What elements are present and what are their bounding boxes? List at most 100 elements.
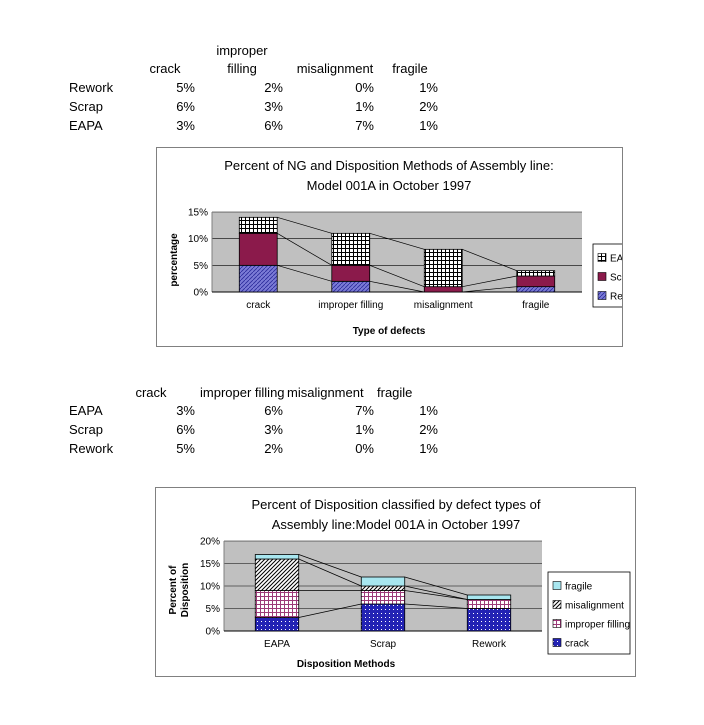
bar-segment-misalignment-scrap: [360, 585, 406, 591]
series-line-misalignment: [404, 585, 468, 600]
table2-row-label: EAPA: [69, 403, 103, 418]
table1-cell: 3%: [264, 99, 283, 114]
table1-row-label: Rework: [69, 80, 114, 95]
chart2-title-line1: Percent of Disposition classified by def…: [251, 497, 540, 512]
table2-cell: 1%: [355, 422, 374, 437]
y-tick-label: 5%: [206, 604, 221, 615]
table2-cell: 3%: [176, 403, 195, 418]
series-line-rework: [369, 280, 425, 293]
table2-cell: 1%: [419, 441, 438, 456]
table2-cell: 1%: [419, 403, 438, 418]
chart2-y-axis-label-line1: Percent of: [168, 565, 179, 615]
bar-segment-improper-filling-rework: [466, 599, 512, 609]
table2-header-fragile: fragile: [377, 385, 413, 400]
chart1-title-line2: Model 001A in October 1997: [307, 178, 472, 193]
table2-header-improper-filling: improper filling: [200, 385, 285, 400]
table1-header-improper-line2: filling: [227, 61, 257, 76]
series-line-eapa: [277, 216, 332, 234]
series-line-eapa: [462, 249, 517, 271]
table1-cell: 2%: [419, 99, 438, 114]
legend-swatch-improper-filling: [552, 619, 562, 628]
legend-swatch-rework: [597, 291, 607, 300]
x-tick-label-fragile: fragile: [522, 300, 550, 311]
table1-cell: 1%: [355, 99, 374, 114]
bar-segment-crack-scrap: [360, 603, 406, 632]
table1-header-crack: crack: [149, 61, 181, 76]
table1-cell: 1%: [419, 118, 438, 133]
bar-segment-eapa-crack: [238, 216, 278, 234]
series-line-crack: [298, 603, 362, 618]
series-line-improper-filling: [404, 590, 468, 600]
table2-cell: 0%: [355, 441, 374, 456]
chart2-y-axis-label-line2: Disposition: [180, 563, 191, 617]
bar-segment-scrap-improper-filling: [331, 264, 371, 282]
table1-cell: 5%: [176, 80, 195, 95]
series-line-scrap: [369, 265, 425, 287]
y-tick-label: 10%: [188, 234, 208, 245]
legend-label-scrap: Scrap: [610, 273, 622, 284]
bar-segment-rework-improper-filling: [331, 280, 371, 293]
bar-segment-misalignment-eapa: [254, 558, 300, 591]
legend-label-eapa: EAPA: [610, 254, 622, 265]
legend-swatch-misalignment: [552, 600, 562, 609]
legend-label-misalignment: misalignment: [565, 601, 624, 612]
series-line-eapa: [369, 232, 425, 250]
chart2-x-axis-label: Disposition Methods: [297, 659, 396, 670]
bar-segment-improper-filling-eapa: [254, 590, 300, 618]
legend-swatch-crack: [552, 638, 562, 647]
series-line-fragile: [404, 576, 468, 596]
y-tick-label: 10%: [200, 582, 220, 593]
series-line-scrap: [462, 275, 517, 288]
y-tick-label: 20%: [200, 537, 220, 548]
bar-segment-fragile-rework: [466, 594, 512, 600]
x-tick-label-rework: Rework: [472, 639, 507, 650]
chart1-svg: Percent of NG and Disposition Methods of…: [169, 158, 645, 337]
chart2-frame: Percent of Disposition classified by def…: [155, 487, 636, 677]
table1-row-label: EAPA: [69, 118, 103, 133]
bar-segment-eapa-misalignment: [423, 248, 463, 288]
table2-cell: 6%: [176, 422, 195, 437]
table2-cell: 3%: [264, 422, 283, 437]
x-tick-label-crack: crack: [246, 300, 271, 311]
table1-header-misalignment: misalignment: [296, 61, 374, 76]
y-tick-label: 5%: [194, 261, 209, 272]
legend-label-rework: Rework: [610, 292, 622, 303]
legend-label-improper-filling: improper filling: [565, 620, 630, 631]
table1-row-label: Scrap: [69, 99, 103, 114]
chart1-title-line1: Percent of NG and Disposition Methods of…: [224, 158, 554, 173]
bar-segment-eapa-fragile: [516, 270, 556, 277]
table1-cell: 6%: [176, 99, 195, 114]
table1-cell: 7%: [355, 118, 374, 133]
table2-cell: 2%: [264, 441, 283, 456]
x-tick-label-eapa: EAPA: [264, 639, 290, 650]
legend-swatch-scrap: [597, 272, 607, 281]
legend-swatch-eapa: [597, 253, 607, 262]
bar-segment-fragile-eapa: [254, 554, 300, 560]
chart1-frame: Percent of NG and Disposition Methods of…: [156, 147, 645, 347]
table1-header-fragile: fragile: [392, 61, 428, 76]
table1-cell: 1%: [419, 80, 438, 95]
series-line-rework: [277, 264, 332, 282]
y-tick-label: 15%: [188, 208, 208, 219]
series-line-fragile: [298, 554, 362, 578]
chart2-svg: Percent of Disposition classified by def…: [168, 497, 631, 670]
bar-segment-rework-fragile: [516, 286, 556, 293]
legend-label-crack: crack: [565, 639, 590, 650]
series-line-misalignment: [298, 558, 362, 587]
bar-segment-rework-crack: [238, 264, 278, 293]
y-tick-label: 15%: [200, 559, 220, 570]
chart1-x-axis-label: Type of defects: [353, 326, 426, 337]
legend: [547, 571, 631, 655]
table2-row-label: Scrap: [69, 422, 103, 437]
series-line-rework: [462, 286, 517, 293]
chart2-title-line2: Assembly line:Model 001A in October 1997: [272, 517, 521, 532]
table1-cell: 2%: [264, 80, 283, 95]
bar-segment-improper-filling-scrap: [360, 590, 406, 605]
legend-swatch-fragile: [552, 581, 562, 590]
table1-cell: 3%: [176, 118, 195, 133]
x-tick-label-improper-filling: improper filling: [318, 300, 383, 311]
table2-header-crack: crack: [135, 385, 167, 400]
legend-label-fragile: fragile: [565, 582, 593, 593]
table2-row-label: Rework: [69, 441, 114, 456]
table2-cell: 2%: [419, 422, 438, 437]
